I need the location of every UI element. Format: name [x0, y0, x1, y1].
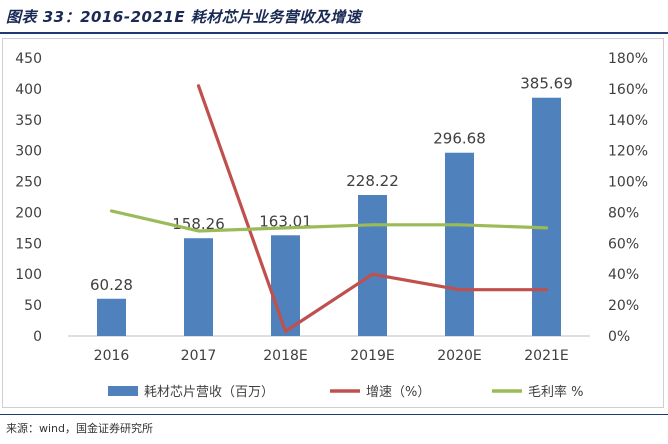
y-left-tick-label: 300	[15, 144, 42, 160]
y-left-tick-label: 0	[33, 329, 42, 345]
y-left-tick-label: 150	[15, 236, 42, 252]
x-tick-label: 2021E	[524, 348, 568, 364]
revenue-bar	[184, 238, 213, 336]
y-right-tick-label: 0%	[608, 329, 630, 345]
revenue-bar	[271, 235, 300, 336]
bar-data-label: 385.69	[520, 75, 573, 93]
bar-data-label: 296.68	[433, 130, 486, 148]
chart-title: 图表 33：2016-2021E 耗材芯片业务营收及增速	[6, 8, 362, 26]
legend-label: 增速（%）	[366, 385, 430, 400]
bar-data-label: 163.01	[259, 212, 312, 230]
y-right-tick-label: 20%	[608, 298, 639, 314]
x-tick-label: 2020E	[437, 348, 481, 364]
y-right-tick-label: 120%	[608, 144, 648, 160]
y-right-tick-label: 100%	[608, 175, 648, 191]
y-right-tick-label: 60%	[608, 236, 639, 252]
revenue-bar	[97, 298, 126, 336]
y-left-tick-label: 50	[24, 298, 42, 314]
chart-frame	[2, 38, 664, 408]
y-right-tick-label: 180%	[608, 51, 648, 67]
title-underline	[0, 32, 668, 34]
x-tick-label: 2019E	[350, 348, 394, 364]
revenue-bar	[358, 195, 387, 336]
bar-data-label: 228.22	[346, 172, 399, 190]
bar-data-label: 60.28	[90, 276, 133, 294]
revenue-bar	[532, 97, 561, 337]
y-left-tick-label: 350	[15, 113, 42, 129]
legend-swatch-revenue	[108, 386, 138, 396]
x-tick-label: 2016	[94, 348, 130, 364]
x-tick-label: 2018E	[263, 348, 307, 364]
y-left-tick-label: 400	[15, 82, 42, 98]
y-right-tick-label: 80%	[608, 205, 639, 221]
growth-rate-line	[196, 84, 549, 333]
x-tick-label: 2017	[181, 348, 217, 364]
source-divider	[0, 414, 668, 415]
y-left-tick-label: 250	[15, 175, 42, 191]
y-left-tick-label: 200	[15, 205, 42, 221]
y-right-tick-label: 140%	[608, 113, 648, 129]
gross-margin-line	[109, 209, 549, 233]
revenue-bar	[445, 152, 474, 336]
y-right-tick-label: 40%	[608, 267, 639, 283]
y-right-tick-label: 160%	[608, 82, 648, 98]
legend-label: 毛利率 %	[528, 384, 584, 400]
source-note: 来源：wind，国金证券研究所	[6, 422, 154, 435]
legend-label: 耗材芯片营收（百万）	[144, 385, 274, 400]
y-left-tick-label: 450	[15, 51, 42, 67]
y-left-tick-label: 100	[15, 267, 42, 283]
